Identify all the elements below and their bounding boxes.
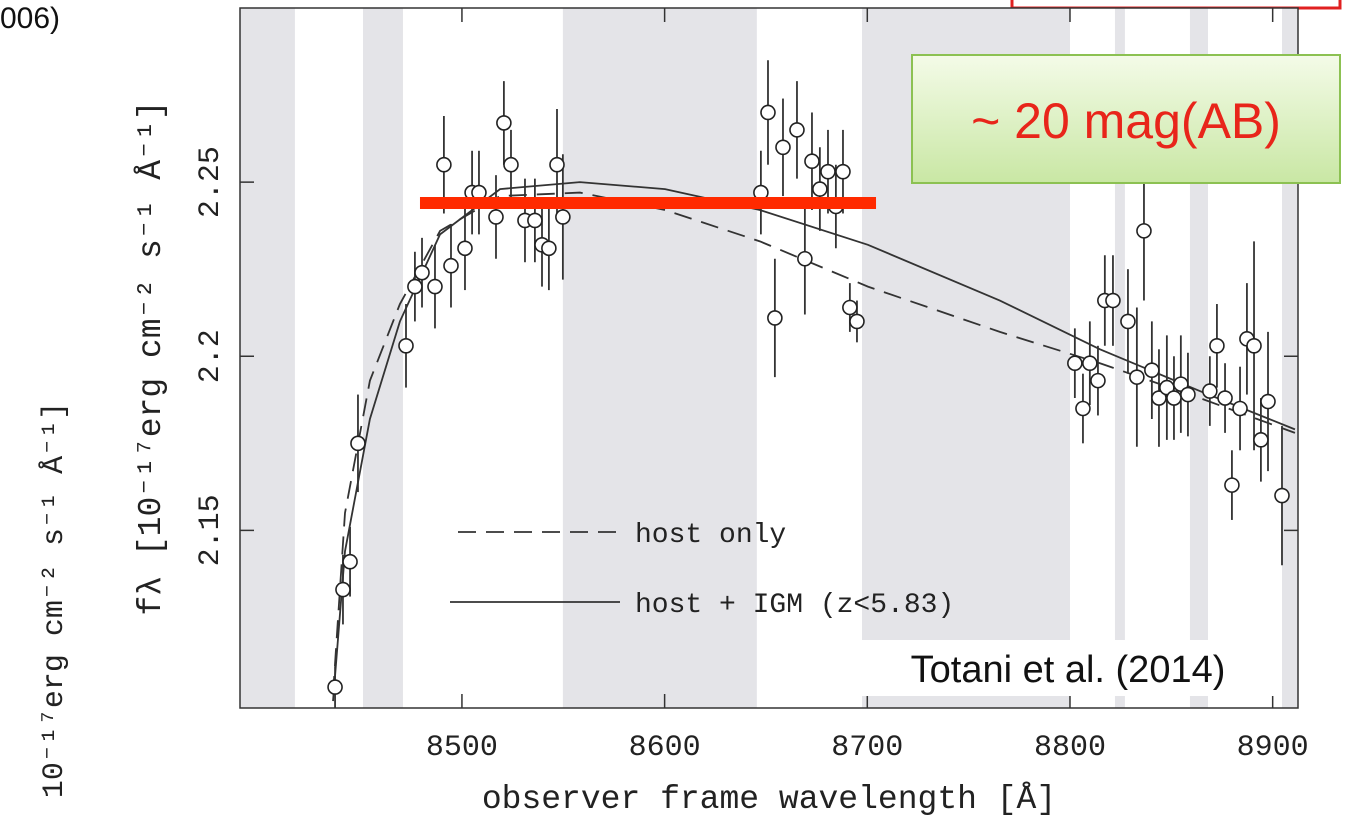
data-point xyxy=(436,156,452,173)
y-axis-label: fλ [10⁻¹⁷erg cm⁻² s⁻¹ Å⁻¹] xyxy=(133,100,170,615)
data-point xyxy=(549,156,565,173)
y-tick-label: 2.15 xyxy=(194,494,228,566)
data-point xyxy=(1136,223,1152,239)
data-point xyxy=(327,679,343,695)
data-point xyxy=(1105,292,1121,309)
data-point xyxy=(342,553,358,570)
data-point xyxy=(842,299,858,316)
data-point xyxy=(1224,477,1240,493)
data-point xyxy=(457,240,473,257)
data-point xyxy=(1274,487,1290,504)
data-point xyxy=(1082,355,1098,372)
data-point xyxy=(1209,338,1225,354)
data-point xyxy=(849,313,865,330)
plot-frame xyxy=(239,7,1299,709)
data-point xyxy=(1151,390,1167,406)
x-tick-label: 8500 xyxy=(426,731,498,765)
red-box xyxy=(1010,0,1342,10)
legend-label: host only xyxy=(635,520,786,551)
data-point xyxy=(541,240,557,257)
reference-box xyxy=(858,640,1282,696)
data-point xyxy=(804,153,820,170)
annotation-magnitude: ~ 20 mag(AB) xyxy=(971,93,1281,149)
annotation-reference: Totani et al. (2014) xyxy=(911,649,1226,691)
data-point xyxy=(1253,432,1269,448)
data-point xyxy=(496,115,512,131)
data-point xyxy=(1129,369,1145,385)
data-point xyxy=(443,257,459,274)
data-point xyxy=(414,264,430,281)
data-point xyxy=(335,581,351,598)
data-point xyxy=(488,209,504,225)
masked-region xyxy=(363,8,403,708)
data-point xyxy=(1232,400,1248,417)
data-point xyxy=(1120,313,1136,330)
data-point xyxy=(1075,400,1091,417)
data-point xyxy=(1173,376,1189,392)
data-point xyxy=(1144,362,1160,378)
x-tick-label: 8700 xyxy=(831,731,903,765)
data-point xyxy=(1166,390,1182,406)
clipped-axis-label: 10⁻¹⁷erg cm⁻² s⁻¹ Å⁻¹] xyxy=(38,402,72,798)
data-point xyxy=(797,250,813,267)
annotation-box xyxy=(911,54,1341,184)
model-line xyxy=(332,181,1296,702)
data-point xyxy=(398,338,414,354)
plot: 8500 8600 8700 8800 8900 2.15 2.2 2.25 observer … xyxy=(133,7,1341,818)
text-fragment: 006) xyxy=(0,2,60,35)
data-point xyxy=(1260,393,1276,410)
data-point xyxy=(427,278,443,295)
y-tick-label: 2.2 xyxy=(194,329,228,383)
data-point xyxy=(503,156,519,173)
x-tick-label: 8900 xyxy=(1237,731,1309,765)
data-point xyxy=(350,435,366,452)
masked-region xyxy=(240,8,295,708)
legend-label: host + IGM (z<5.83) xyxy=(635,590,954,621)
data-point xyxy=(555,209,571,225)
data-point xyxy=(407,278,423,295)
x-tick-label: 8600 xyxy=(629,731,701,765)
x-tick-label: 8800 xyxy=(1034,731,1106,765)
data-point xyxy=(1217,390,1233,406)
data-point xyxy=(1159,379,1175,396)
data-point xyxy=(820,163,836,180)
masked-region xyxy=(562,8,757,708)
x-axis-label: observer frame wavelength [Å] xyxy=(482,781,1056,818)
data-point xyxy=(775,139,791,156)
data-point xyxy=(812,181,828,197)
data-point xyxy=(1246,338,1262,354)
data-point xyxy=(1180,386,1196,403)
data-point xyxy=(1067,355,1083,372)
data-point xyxy=(527,212,543,229)
data-point xyxy=(760,104,776,121)
data-point xyxy=(835,163,851,180)
data-point xyxy=(789,122,805,138)
y-tick-label: 2.25 xyxy=(194,146,228,218)
data-point xyxy=(767,310,783,326)
data-point xyxy=(1090,372,1106,389)
data-point xyxy=(1202,383,1218,399)
